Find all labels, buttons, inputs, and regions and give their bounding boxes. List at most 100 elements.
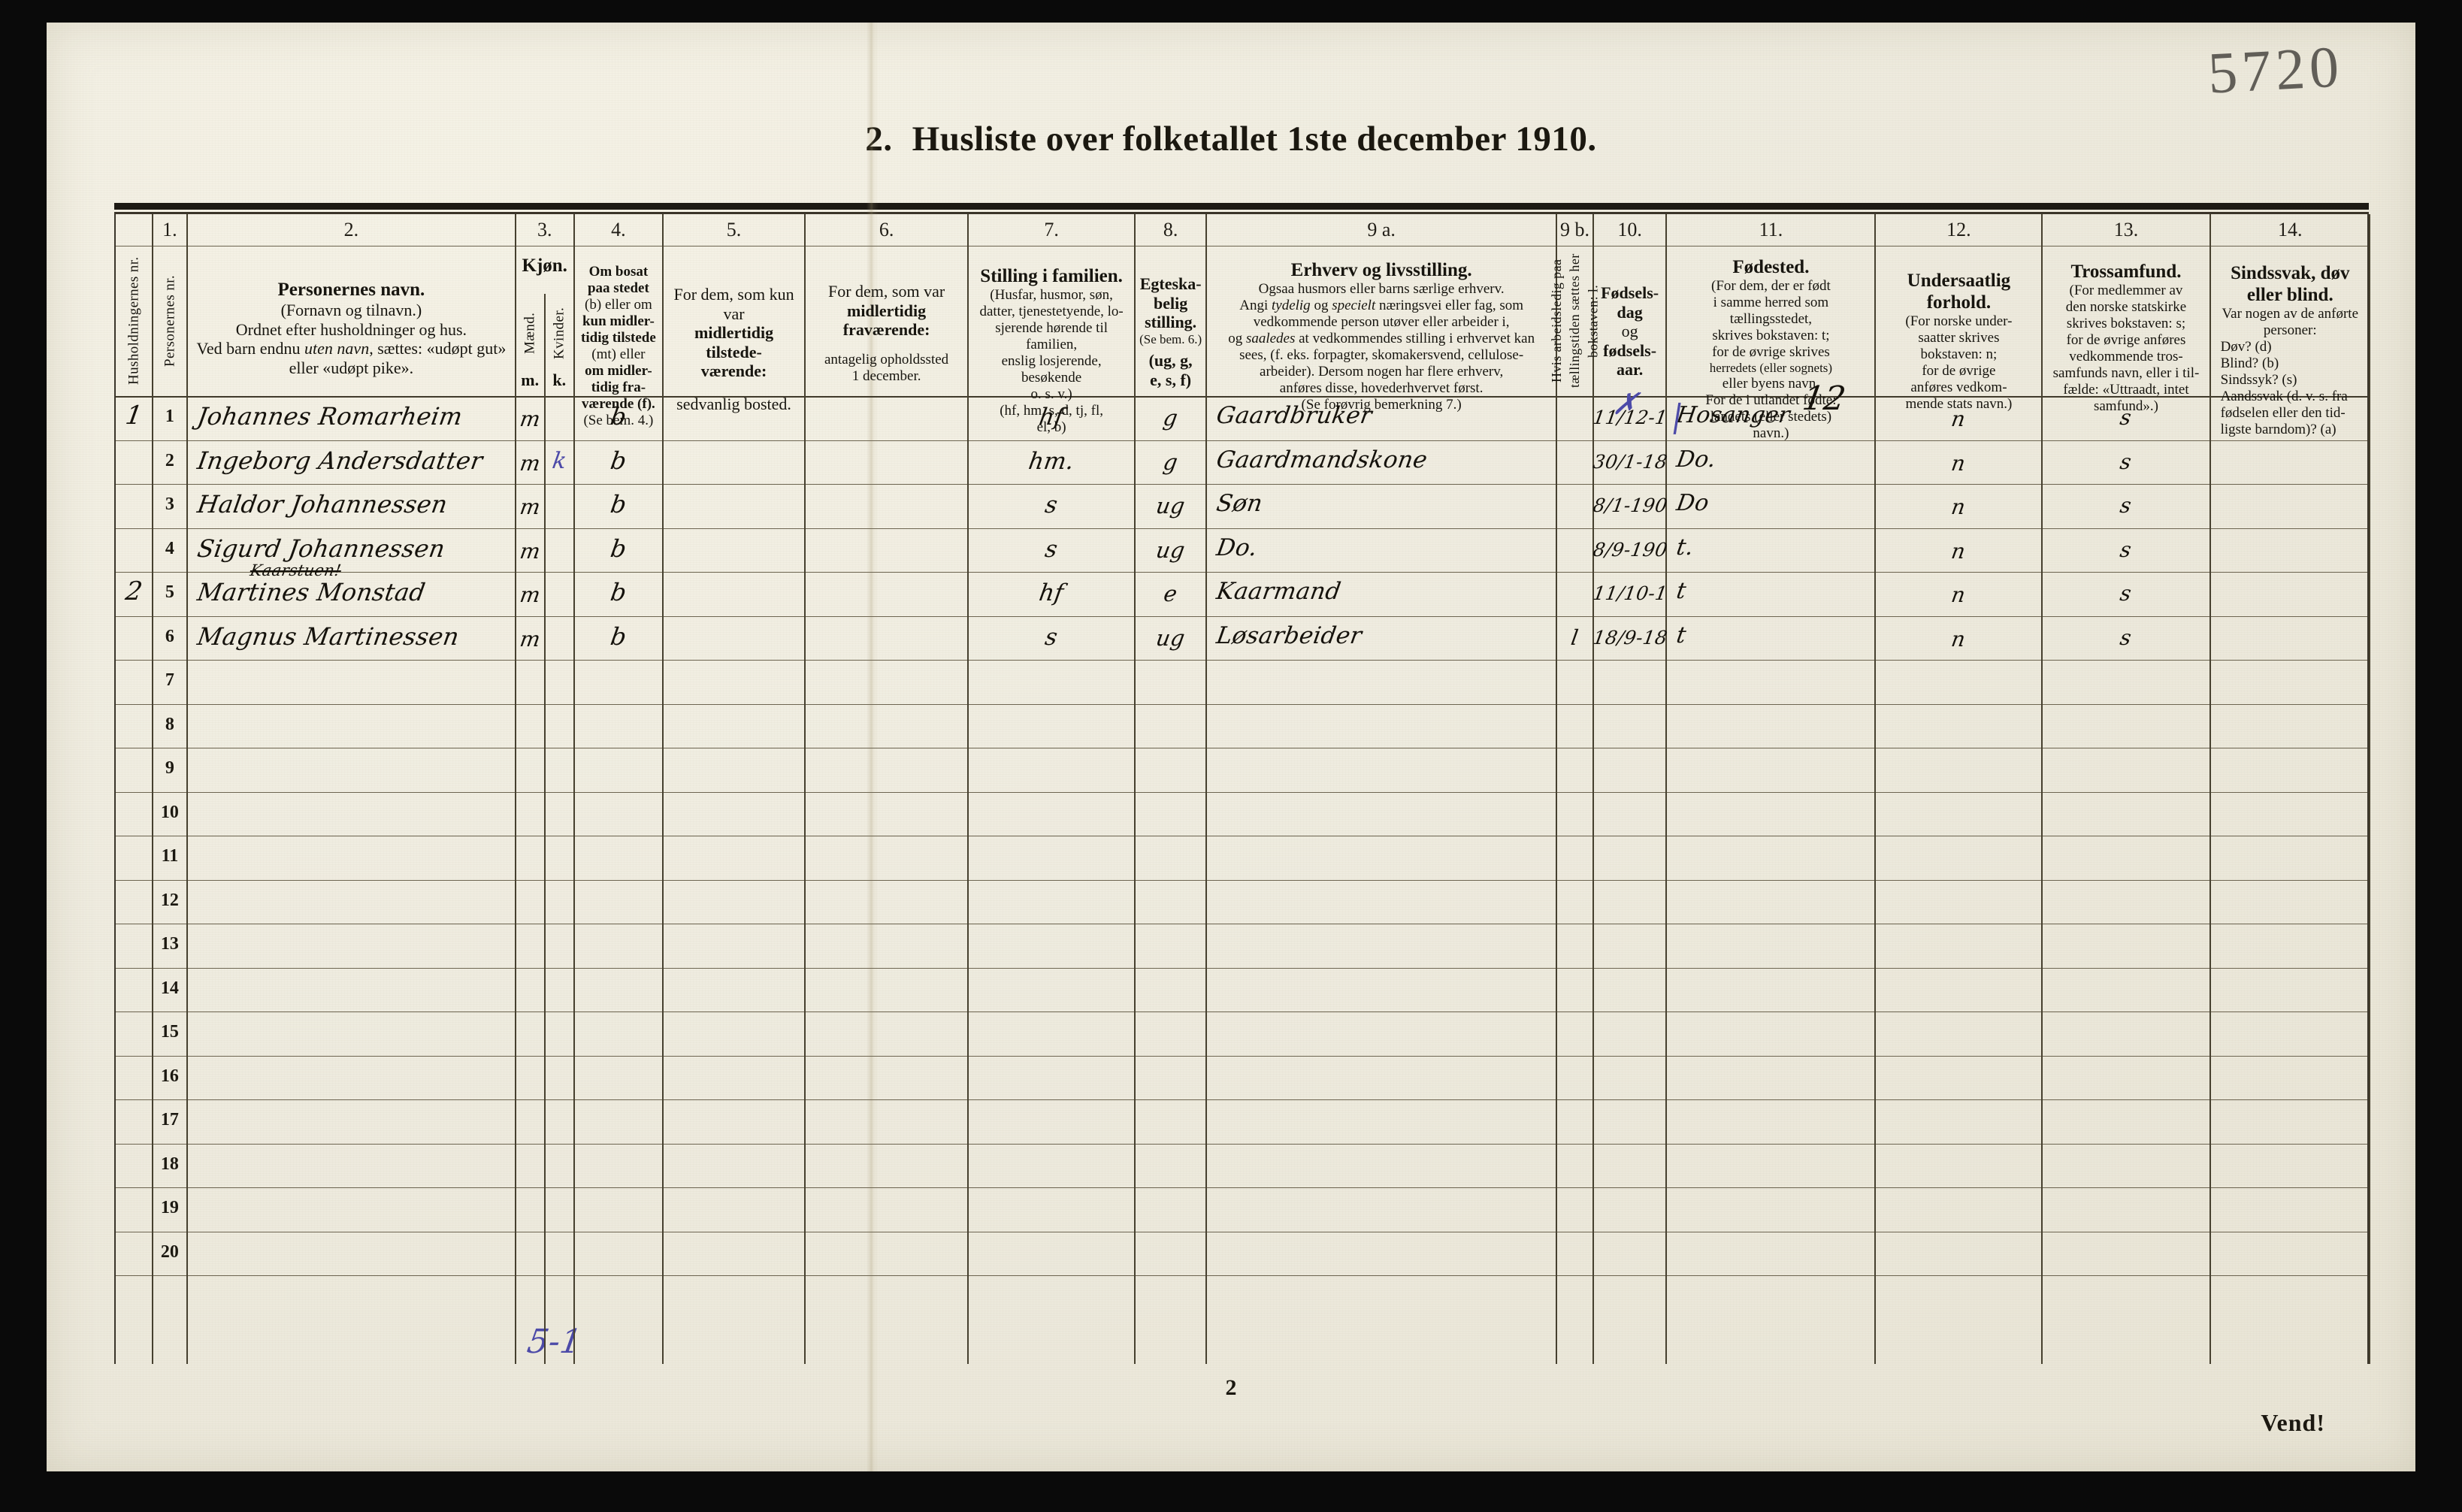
- cell-religion: s: [2119, 537, 2134, 562]
- cell-sex-male: m: [518, 407, 543, 431]
- cell-residence-status: b: [608, 621, 629, 651]
- cell-citizenship: n: [1949, 407, 1968, 431]
- column-number-2: 2.: [343, 219, 359, 240]
- cell-marital-status: ug: [1154, 537, 1187, 563]
- header-residence-status: Om bosat paa stedet (b) eller om kun midler…: [581, 264, 656, 429]
- cell-sex-female-blue: k: [550, 447, 569, 474]
- cell-residence-status: b: [608, 402, 629, 431]
- row-number: 7: [165, 670, 174, 690]
- cell-person-name: Ingeborg Andersdatter: [195, 446, 485, 475]
- table-rule: [116, 1055, 2367, 1057]
- row-number: 15: [160, 1022, 179, 1042]
- cell-religion: s: [2119, 624, 2134, 650]
- row-number: 6: [165, 626, 174, 646]
- cell-birthplace: t: [1674, 578, 1689, 604]
- cell-citizenship: n: [1949, 626, 1968, 652]
- header-sex-female: Kvinder.: [551, 307, 567, 359]
- cell-birthplace: t: [1674, 621, 1689, 649]
- column-divider: [151, 214, 153, 1364]
- column-number-1: 1.: [162, 219, 177, 240]
- title-number: 2.: [865, 119, 893, 159]
- header-sex-female-abbr: k.: [552, 370, 567, 389]
- cell-residence-status: b: [608, 578, 629, 606]
- cell-person-name: Magnus Martinessen: [195, 621, 461, 651]
- column-number-7: 7.: [1044, 219, 1059, 240]
- title-text: Husliste over folketallet 1ste december …: [912, 119, 1597, 159]
- header-rule-thick: [114, 203, 2369, 210]
- column-divider: [186, 214, 189, 1364]
- cell-person-name: Martines Monstad: [195, 578, 428, 606]
- header-person-number: Personernes nr.: [162, 274, 178, 367]
- row-number: 20: [160, 1241, 179, 1262]
- cell-occupation: Do.: [1214, 534, 1260, 561]
- table-rule: [116, 615, 2367, 617]
- column-number-10: 10.: [1617, 219, 1642, 240]
- column-divider: [662, 214, 664, 1364]
- margin-count-mark: 12: [1800, 380, 1850, 418]
- header-household-number: Husholdningernes nr.: [126, 256, 142, 386]
- row-number: 8: [165, 714, 174, 734]
- table-rule: [116, 572, 2367, 573]
- header-sex-male-abbr: m.: [521, 370, 540, 389]
- cell-sex-male: m: [518, 494, 543, 519]
- row-number: 11: [161, 846, 179, 866]
- cell-birthplace: Hosanger: [1674, 402, 1792, 428]
- header-usual-residence: For dem, som kun var midlertidig tilstede…: [673, 285, 794, 413]
- header-birthplace: Fødested. (For dem, der er født i samme he…: [1705, 257, 1837, 441]
- paper-sheet: 5 7 20 2. Husliste over folketallet 1ste de…: [47, 23, 2415, 1471]
- column-divider: [1205, 214, 1208, 1364]
- header-religion: Trossamfund. (For medlemmer av den norske …: [2052, 262, 2200, 415]
- cell-occupation: Gaardbruker: [1214, 402, 1375, 429]
- column-number-14: 14.: [2278, 219, 2303, 240]
- column-divider: [2209, 214, 2211, 1364]
- header-marital-status: Egteska-belig stilling. (Se bem. 6.) (ug, g…: [1139, 274, 1202, 389]
- row-number: 1: [165, 407, 174, 426]
- cell-family-position: hm.: [1027, 447, 1077, 475]
- row-number: 14: [160, 978, 179, 998]
- row-number: 9: [165, 758, 174, 778]
- column-number-12: 12.: [1946, 219, 1971, 240]
- cell-marital-status: ug: [1154, 624, 1187, 651]
- cell-birthplace: Do: [1674, 490, 1711, 516]
- cell-religion: s: [2119, 449, 2134, 474]
- cell-sex-male: m: [518, 582, 543, 607]
- header-unemployed: Hvis arbeidsledig paa tællingstiden sætt…: [1549, 253, 1601, 389]
- table-rule: [116, 440, 2367, 441]
- cell-family-position: hf: [1037, 404, 1066, 431]
- column-number-6: 6.: [879, 219, 894, 240]
- column-divider: [2041, 214, 2043, 1364]
- table-rule: [116, 1275, 2367, 1276]
- page-number: 2: [1225, 1375, 1237, 1400]
- cell-occupation: Kaarmand: [1214, 578, 1344, 605]
- cell-marital-status: e: [1162, 581, 1180, 606]
- table-rule: [116, 528, 2367, 529]
- column-divider: [1592, 214, 1594, 1364]
- row-number: 5: [165, 582, 174, 602]
- header-rule-thin: [114, 212, 2369, 214]
- header-temporary-location: For dem, som var midlertidig fraværende: an…: [824, 282, 949, 384]
- cell-birth-date: 11/10-1847: [1591, 582, 1668, 604]
- row-number: 18: [160, 1154, 179, 1174]
- cell-religion: s: [2119, 581, 2134, 606]
- header-citizenship: Undersaatlig forhold. (For norske under-sa…: [1905, 271, 2013, 413]
- table-rule: [116, 791, 2367, 793]
- cell-religion: s: [2119, 493, 2134, 518]
- cell-sex-male: m: [518, 626, 543, 652]
- column-divider: [804, 214, 806, 1364]
- cell-birth-date: 8/9-1905: [1591, 538, 1668, 561]
- header-sex: Kjøn.: [522, 256, 567, 276]
- column-number-9a: 9 a.: [1367, 219, 1396, 240]
- page-title: 2. Husliste over folketallet 1ste decembe…: [47, 119, 2415, 159]
- cell-family-position: s: [1043, 491, 1060, 519]
- cell-person-name: Haldor Johannessen: [195, 490, 450, 519]
- cell-sex-male: m: [518, 450, 543, 476]
- cell-family-position: s: [1043, 535, 1060, 563]
- row-number: 3: [165, 494, 174, 514]
- cell-citizenship: n: [1949, 538, 1968, 564]
- column-divider: [967, 214, 969, 1364]
- cell-household-number: 2: [123, 576, 145, 606]
- cell-birthplace: Do.: [1674, 446, 1719, 473]
- census-table: 1. 2. 3. 4. 5. 6. 7. 8. 9 a. 9 b. 10. 11. 12. 13. 14. H…: [114, 214, 2370, 1364]
- cell-citizenship: n: [1949, 450, 1968, 476]
